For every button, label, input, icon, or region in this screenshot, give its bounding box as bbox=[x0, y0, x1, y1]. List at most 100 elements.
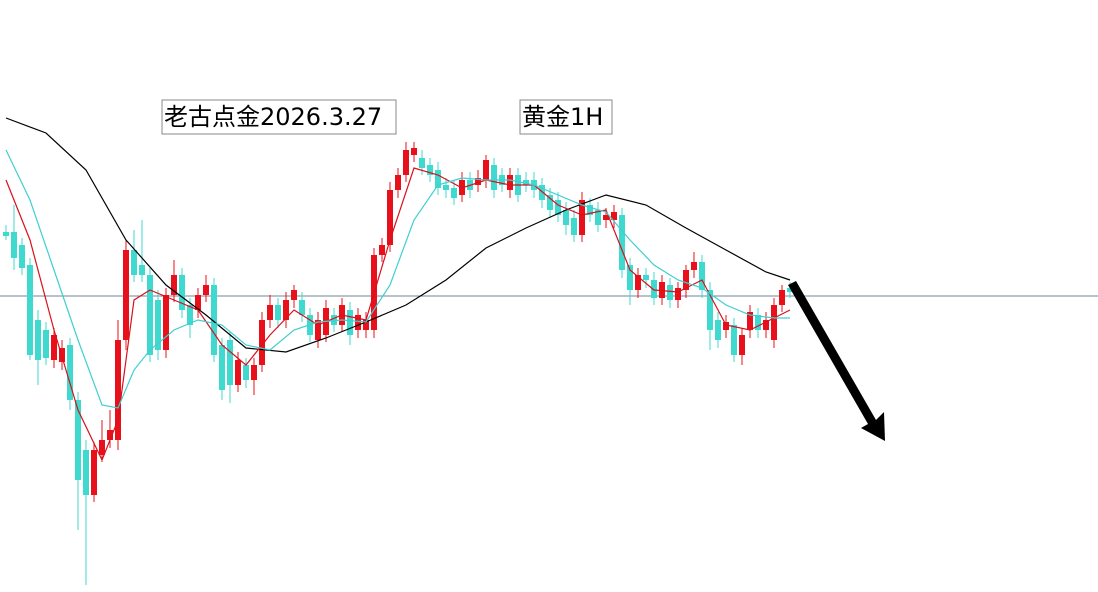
candle-body bbox=[619, 215, 625, 270]
candle-body bbox=[659, 282, 665, 298]
candle-body bbox=[755, 315, 761, 330]
candle-body bbox=[259, 320, 265, 365]
annotation: 黄金1H bbox=[522, 103, 603, 131]
candle-body bbox=[443, 185, 449, 190]
candle-body bbox=[139, 265, 145, 275]
candle-body bbox=[131, 250, 137, 275]
arrow bbox=[788, 281, 885, 441]
candle-body bbox=[163, 295, 169, 350]
candle-body bbox=[299, 300, 305, 315]
candle-body bbox=[747, 312, 753, 330]
candle-body bbox=[603, 215, 609, 220]
annotation-box bbox=[519, 99, 613, 135]
candle-body bbox=[203, 285, 209, 295]
candle-body bbox=[643, 275, 649, 280]
ma-line bbox=[5, 117, 791, 353]
candle-body bbox=[123, 250, 129, 340]
candle-body bbox=[427, 165, 433, 175]
candle-body bbox=[243, 365, 249, 380]
candle-body bbox=[579, 200, 585, 235]
candle-body bbox=[723, 322, 729, 330]
candle-body bbox=[571, 218, 577, 235]
candle-body bbox=[115, 340, 121, 440]
candle-body bbox=[595, 210, 601, 225]
candle-body bbox=[147, 275, 153, 355]
candle-body bbox=[699, 262, 705, 290]
candle-body bbox=[635, 275, 641, 290]
candle-body bbox=[99, 440, 105, 455]
candle-body bbox=[611, 212, 617, 220]
candle-body bbox=[107, 430, 113, 440]
ma-line bbox=[5, 149, 790, 409]
candle-body bbox=[27, 265, 33, 355]
annotation: 老古点金2026.3.27 bbox=[164, 103, 382, 131]
candle-body bbox=[483, 160, 489, 180]
annotation-box bbox=[161, 99, 397, 135]
candle-body bbox=[763, 320, 769, 330]
candle-body bbox=[219, 345, 225, 390]
candle-body bbox=[211, 285, 217, 355]
candle-body bbox=[235, 360, 241, 385]
candle-body bbox=[547, 195, 553, 210]
candle-body bbox=[355, 315, 361, 330]
candle-body bbox=[683, 270, 689, 290]
candle-body bbox=[179, 275, 185, 310]
candle-body bbox=[731, 325, 737, 355]
candle-body bbox=[43, 330, 49, 358]
candle-body bbox=[779, 290, 785, 305]
candle-body bbox=[419, 158, 425, 168]
candle-body bbox=[387, 190, 393, 245]
ma-line bbox=[5, 167, 791, 462]
candle-body bbox=[35, 320, 41, 360]
candle-body bbox=[451, 188, 457, 198]
candle-body bbox=[3, 232, 9, 236]
candle-body bbox=[403, 150, 409, 175]
candle-body bbox=[539, 185, 545, 200]
candle-body bbox=[771, 305, 777, 340]
candle-body bbox=[283, 300, 289, 320]
candle-body bbox=[291, 290, 297, 300]
candle-body bbox=[67, 345, 73, 400]
candle-body bbox=[475, 178, 481, 185]
candle-body bbox=[667, 285, 673, 300]
candle-body bbox=[587, 205, 593, 215]
candle-body bbox=[227, 340, 233, 385]
candle-body bbox=[491, 165, 497, 190]
candle-body bbox=[347, 310, 353, 335]
candle-body bbox=[691, 262, 697, 270]
candle-body bbox=[83, 450, 89, 495]
candle-body bbox=[91, 450, 97, 495]
candle-body bbox=[739, 335, 745, 355]
candle-body bbox=[331, 315, 337, 325]
candle-body bbox=[155, 300, 161, 350]
candle-body bbox=[363, 320, 369, 330]
candle-body bbox=[555, 200, 561, 215]
candle-body bbox=[411, 148, 417, 155]
candle-body bbox=[651, 280, 657, 298]
candle-body bbox=[11, 232, 17, 258]
candle-body bbox=[19, 245, 25, 268]
candle-body bbox=[187, 305, 193, 325]
candle-body bbox=[627, 265, 633, 290]
candle-body bbox=[563, 210, 569, 225]
candle-body bbox=[379, 245, 385, 255]
candle-body bbox=[675, 288, 681, 300]
candle-body bbox=[267, 305, 273, 320]
candle-body bbox=[507, 175, 513, 190]
candle-body bbox=[523, 180, 529, 185]
candle-body bbox=[315, 320, 321, 340]
candle-body bbox=[171, 275, 177, 295]
candle-body bbox=[195, 295, 201, 310]
candle-body bbox=[715, 320, 721, 340]
candle-body bbox=[787, 288, 793, 292]
candle-body bbox=[435, 170, 441, 188]
candle-body bbox=[395, 175, 401, 190]
candle-body bbox=[75, 400, 81, 480]
candle-body bbox=[707, 290, 713, 330]
candle-body bbox=[251, 365, 257, 380]
candle-body bbox=[51, 335, 57, 360]
candle-body bbox=[275, 305, 281, 320]
plot bbox=[0, 117, 1098, 585]
